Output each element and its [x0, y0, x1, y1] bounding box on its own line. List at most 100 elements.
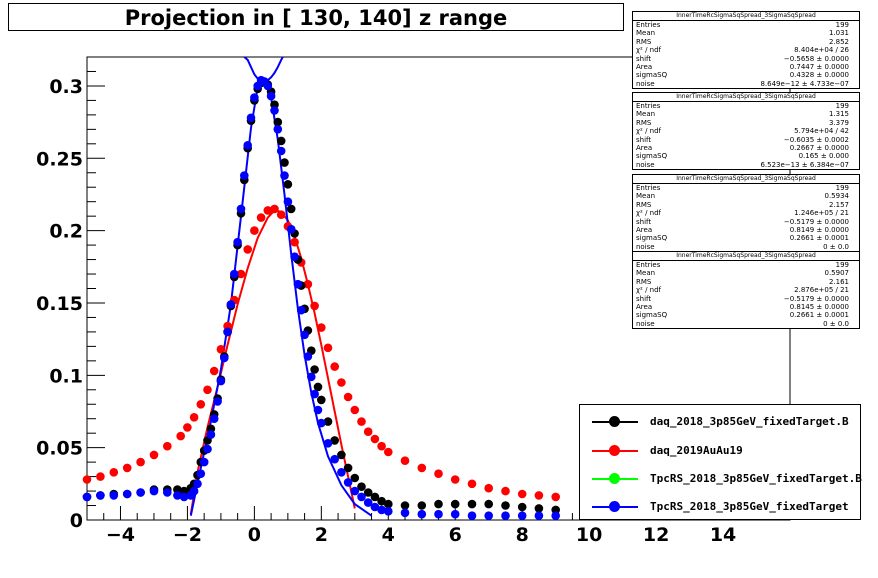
data-point	[96, 491, 105, 500]
stat-row: Area 0.7447 ± 0.0000	[633, 63, 859, 71]
data-point	[136, 488, 145, 497]
data-point	[534, 511, 544, 520]
legend-label: daq_2019AuAu19	[650, 444, 743, 457]
stat-row: noise 8.649e−12 ± 4.733e−07	[633, 80, 859, 88]
stat-value: 0.165 ± 0.000	[798, 152, 849, 161]
stat-value: 2.161	[828, 277, 849, 286]
data-point	[484, 499, 494, 509]
stat-box: InnerTimeRcSigmaSqSpread_3SigmaSqSpread E…	[632, 251, 860, 330]
data-point	[467, 499, 477, 509]
stat-value: 8.649e−12 ± 4.733e−07	[760, 79, 849, 88]
stat-row: RMS 2.852	[633, 38, 859, 46]
data-point	[400, 456, 410, 466]
stat-value: −0.6035 ± 0.0002	[783, 135, 849, 144]
data-point	[313, 382, 323, 392]
data-points	[82, 75, 560, 520]
stat-key: noise	[636, 242, 655, 251]
stat-key: RMS	[636, 277, 652, 286]
data-point	[82, 492, 92, 502]
stat-value: 2.852	[828, 37, 849, 46]
data-point	[467, 479, 477, 489]
data-point	[230, 269, 239, 279]
data-point	[303, 352, 313, 361]
stat-row: sigmaSQ 0.2661 ± 0.0001	[633, 234, 859, 242]
stat-key: noise	[636, 319, 655, 328]
data-point	[501, 511, 510, 520]
stat-row: Mean 0.5934	[633, 192, 859, 200]
stat-value: 1.246e+05 / 21	[794, 209, 849, 218]
data-point	[551, 492, 560, 502]
stat-row: shift −0.6035 ± 0.0002	[633, 136, 859, 144]
y-tick-label: 0.3	[49, 76, 83, 98]
stat-key: χ² / ndf	[636, 209, 662, 218]
data-point	[149, 486, 159, 496]
data-point	[203, 385, 212, 395]
stat-value: 0.5907	[824, 269, 850, 278]
stat-row: Area 0.2667 ± 0.0000	[633, 144, 859, 152]
data-point	[82, 475, 92, 484]
data-point	[384, 499, 393, 509]
data-point	[256, 213, 266, 222]
stat-key: noise	[636, 79, 655, 88]
data-point	[196, 469, 206, 479]
legend-marker	[609, 501, 620, 512]
data-point	[501, 486, 510, 496]
x-tick-label: −4	[106, 524, 135, 546]
data-point	[317, 418, 326, 428]
stat-row: Entries 199	[633, 21, 859, 29]
data-point	[517, 489, 527, 499]
data-point	[363, 498, 373, 507]
data-point	[273, 125, 283, 134]
data-point	[434, 509, 443, 519]
data-point	[417, 463, 427, 473]
stat-row: RMS 2.157	[633, 201, 859, 209]
data-point	[266, 91, 276, 101]
legend-item: daq_2019AuAu19	[580, 436, 860, 465]
legend-item: TpcRS_2018_3p85GeV_fixedTarget.B	[580, 464, 862, 493]
data-point	[236, 204, 246, 214]
stat-value: 199	[835, 21, 849, 29]
data-point	[417, 501, 427, 510]
stat-row: χ² / ndf 2.876e+05 / 21	[633, 286, 859, 294]
data-point	[343, 463, 353, 473]
x-tick-label: 14	[710, 524, 736, 546]
x-tick-label: 8	[516, 524, 529, 546]
stat-value: 0.5934	[824, 192, 850, 201]
data-point	[290, 252, 299, 261]
legend: daq_2018_3p85GeV_fixedTarget.B daq_2019A…	[579, 404, 862, 520]
stat-key: Mean	[636, 29, 656, 38]
stat-row: Mean 0.5907	[633, 269, 859, 277]
data-point	[193, 479, 202, 489]
data-point	[370, 434, 380, 444]
stat-value: 2.876e+05 / 21	[794, 286, 849, 295]
data-point	[240, 171, 249, 180]
stat-row: sigmaSQ 0.2661 ± 0.0001	[633, 311, 859, 319]
data-point	[220, 353, 229, 363]
stat-key: Entries	[636, 184, 661, 192]
stat-value: 0.8145 ± 0.0000	[789, 302, 849, 311]
stat-key: Area	[636, 143, 653, 152]
data-point	[337, 468, 346, 477]
data-point	[163, 488, 172, 497]
data-point	[276, 210, 286, 219]
data-point	[400, 501, 410, 510]
data-point	[283, 197, 293, 206]
stat-row: Entries 199	[633, 261, 859, 269]
data-point	[400, 508, 410, 518]
data-point	[450, 509, 460, 519]
data-point	[357, 482, 366, 492]
legend-label: TpcRS_2018_3p85GeV_fixedTarget	[650, 500, 849, 513]
stat-key: sigmaSQ	[636, 234, 668, 243]
data-point	[377, 496, 386, 506]
stat-key: shift	[636, 294, 652, 303]
tick-labels: −4 −2 0 2 4 6 8 10 12 14 0 0.05 0.1 0.15 0.2 0.25 0.3	[36, 76, 736, 546]
stat-key: Entries	[636, 261, 661, 269]
stat-key: Area	[636, 302, 653, 311]
stat-row: Area 0.8149 ± 0.0000	[633, 226, 859, 234]
stat-value: −0.5658 ± 0.0000	[783, 54, 849, 63]
stat-box-header: InnerTimeRcSigmaSqSpread_3SigmaSqSpread	[633, 252, 859, 261]
stat-value: −0.5179 ± 0.0000	[783, 217, 849, 226]
data-point	[330, 362, 340, 371]
stat-value: 1.031	[828, 29, 849, 38]
data-point	[330, 454, 340, 464]
